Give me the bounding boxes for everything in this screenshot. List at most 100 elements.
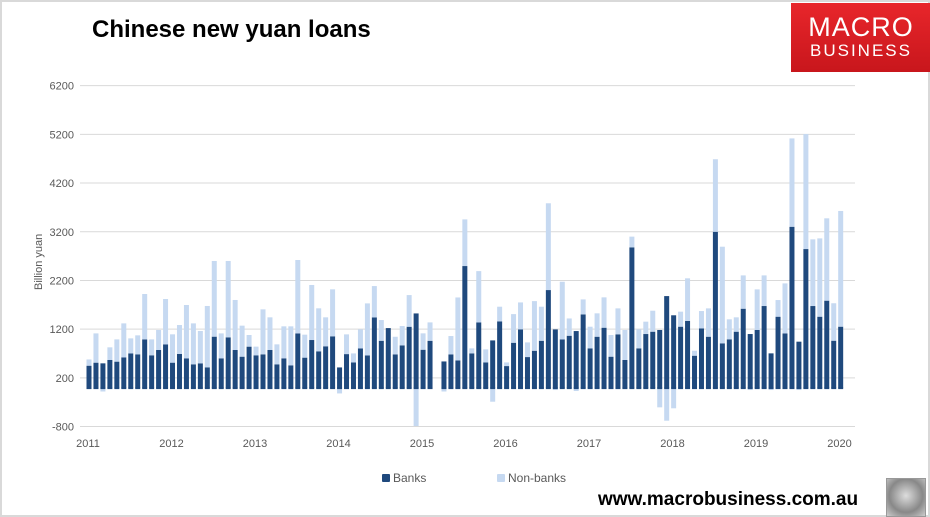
zero-marker: [615, 387, 621, 390]
bar-non-banks: [448, 336, 454, 355]
zero-marker: [601, 387, 607, 390]
bar-non-banks: [476, 271, 482, 323]
zero-marker: [93, 387, 99, 390]
bar-non-banks: [712, 159, 718, 232]
bar-non-banks: [156, 329, 162, 351]
zero-marker: [114, 387, 120, 390]
bar-banks: [350, 362, 356, 388]
bar-non-banks: [531, 301, 537, 351]
bar-non-banks: [176, 325, 182, 354]
zero-marker: [427, 387, 433, 390]
y-tick-label: 5200: [50, 129, 74, 141]
zero-marker: [733, 387, 739, 390]
zero-marker: [309, 387, 315, 390]
bar-banks: [490, 340, 496, 388]
bar-banks: [538, 340, 544, 388]
zero-marker: [204, 387, 210, 390]
zero-marker: [817, 387, 823, 390]
bar-banks: [420, 349, 426, 388]
zero-marker: [190, 387, 196, 390]
bar-non-banks: [817, 238, 823, 317]
bar-banks: [817, 316, 823, 388]
bar-banks: [253, 355, 259, 388]
legend-non-banks[interactable]: Non-banks: [497, 471, 566, 485]
bar-non-banks: [350, 353, 356, 363]
zero-marker: [678, 387, 684, 390]
zero-marker: [775, 387, 781, 390]
bar-non-banks: [629, 236, 635, 248]
y-tick-labels: -800 200 1200 2200 3200 4200 5200 6200: [50, 81, 74, 434]
zero-marker: [538, 387, 544, 390]
bar-banks: [838, 326, 844, 388]
bar-non-banks: [399, 326, 405, 346]
bar-banks: [357, 348, 363, 388]
bar-banks: [824, 300, 830, 388]
legend-banks[interactable]: Banks: [382, 471, 426, 485]
bar-non-banks: [789, 138, 795, 227]
zero-marker: [176, 387, 182, 390]
zero-marker: [197, 387, 203, 390]
zero-marker: [754, 387, 760, 390]
website-url[interactable]: www.macrobusiness.com.au: [598, 489, 859, 510]
bar-non-banks: [392, 336, 398, 355]
bar-non-banks: [190, 323, 196, 365]
bar-banks: [337, 367, 343, 388]
bar-non-banks: [685, 278, 691, 321]
bar-banks: [643, 334, 649, 388]
bar-non-banks: [246, 335, 252, 347]
bar-non-banks: [594, 313, 600, 337]
bar-banks: [789, 226, 795, 388]
bar-non-banks: [204, 305, 210, 368]
x-tick-label: 2017: [577, 438, 601, 450]
bar-banks: [302, 357, 308, 388]
bar-banks: [573, 331, 579, 388]
bar-banks: [594, 336, 600, 388]
bar-banks: [163, 344, 169, 388]
zero-marker: [107, 387, 113, 390]
bar-non-banks: [580, 299, 586, 315]
bar-non-banks: [740, 275, 746, 309]
bar-banks: [559, 339, 565, 388]
bar-non-banks: [573, 387, 579, 392]
bar-non-banks: [636, 329, 642, 349]
bar-non-banks: [643, 321, 649, 335]
zero-marker: [420, 387, 426, 390]
bar-non-banks: [838, 210, 844, 327]
bar-non-banks: [692, 350, 698, 356]
zero-marker: [671, 387, 677, 390]
zero-marker: [323, 387, 329, 390]
bar-banks: [330, 336, 336, 388]
zero-marker: [364, 387, 370, 390]
zero-marker: [566, 387, 572, 390]
bar-non-banks: [761, 275, 767, 307]
bar-non-banks: [114, 339, 120, 362]
zero-marker: [789, 387, 795, 390]
bar-banks: [281, 358, 287, 388]
bar-non-banks: [566, 318, 572, 336]
zero-marker: [239, 387, 245, 390]
zero-marker: [705, 387, 711, 390]
bar-banks: [601, 327, 607, 388]
bar-non-banks: [309, 284, 315, 341]
bar-non-banks: [288, 326, 294, 366]
bar-non-banks: [803, 134, 809, 250]
bar-banks: [497, 321, 503, 388]
bar-banks: [316, 351, 322, 388]
bar-banks: [552, 329, 558, 388]
bar-non-banks: [754, 289, 760, 330]
zero-marker: [170, 387, 176, 390]
bar-banks: [629, 247, 635, 388]
bar-non-banks: [86, 359, 92, 366]
macrobusiness-logo: MACRO BUSINESS: [791, 3, 930, 72]
bar-non-banks: [705, 308, 711, 337]
zero-marker: [504, 387, 510, 390]
zero-marker: [385, 387, 391, 390]
bar-non-banks: [782, 283, 788, 334]
zero-marker: [761, 387, 767, 390]
zero-marker: [232, 387, 238, 390]
zero-marker: [121, 387, 127, 390]
y-tick-label: -800: [52, 422, 74, 434]
zero-marker: [796, 387, 802, 390]
bar-non-banks: [483, 349, 489, 363]
bar-banks: [740, 308, 746, 388]
